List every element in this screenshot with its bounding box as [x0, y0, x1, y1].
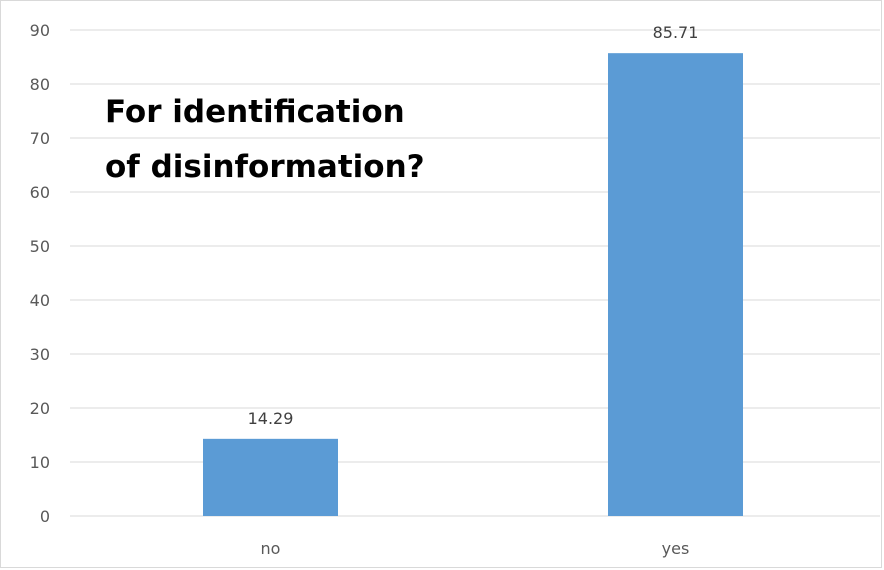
y-tick-label: 60 [30, 183, 50, 202]
y-tick-label: 40 [30, 291, 50, 310]
y-tick-label: 70 [30, 129, 50, 148]
y-tick-label: 0 [40, 507, 50, 526]
x-axis-tick-labels: no yes [261, 539, 690, 558]
bar-no [203, 438, 338, 516]
y-axis-tick-labels: 0 10 20 30 40 50 60 70 80 90 [30, 21, 50, 526]
bars [203, 53, 743, 516]
x-tick-label-no: no [261, 539, 281, 558]
gridlines [70, 29, 880, 517]
data-labels: 14.29 85.71 [248, 23, 699, 428]
y-tick-label: 50 [30, 237, 50, 256]
y-tick-label: 80 [30, 75, 50, 94]
y-tick-label: 30 [30, 345, 50, 364]
data-label-no: 14.29 [248, 409, 294, 428]
data-label-yes: 85.71 [653, 23, 699, 42]
x-tick-label-yes: yes [662, 539, 690, 558]
chart-title-line-1: For identification [105, 94, 405, 130]
bar-yes [608, 53, 743, 516]
chart-title-line-2: of disinformation? [105, 149, 425, 185]
y-tick-label: 20 [30, 399, 50, 418]
y-tick-label: 10 [30, 453, 50, 472]
y-tick-label: 90 [30, 21, 50, 40]
